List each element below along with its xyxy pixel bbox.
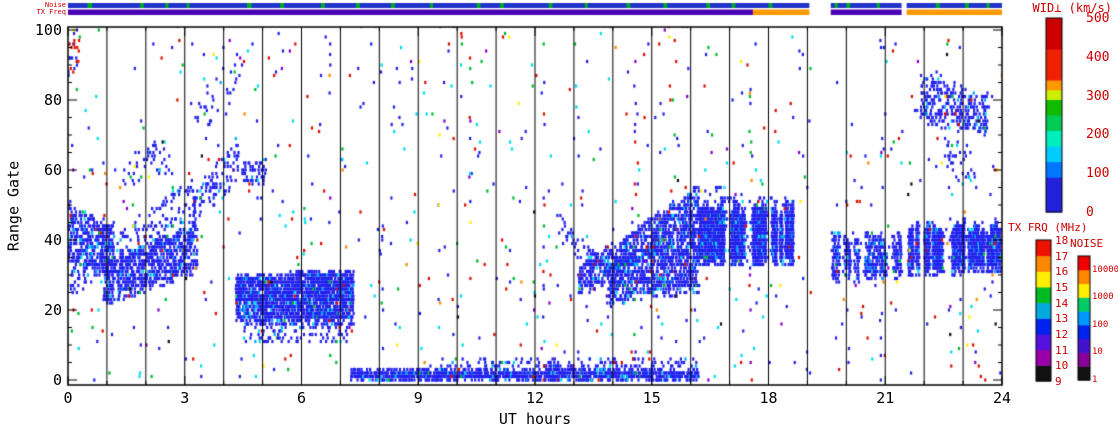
x-tick-label: 24: [992, 389, 1012, 407]
noise-tick-label: 1000: [1092, 292, 1114, 303]
wid-colorbar-title: WID⊥ (km/s): [1032, 1, 1112, 15]
y-tick-label: 0: [52, 371, 62, 389]
txfrq-tick-label: 12: [1055, 328, 1069, 341]
x-tick-label: 9: [413, 389, 423, 407]
noise-tick-label: 100: [1092, 319, 1109, 330]
noise-colorbar-title: NOISE: [1070, 237, 1104, 250]
noise-strip-label: Noise: [44, 1, 66, 9]
x-tick-label: 18: [759, 389, 778, 407]
noise-tick-label: 10: [1092, 347, 1103, 358]
wid-tick-label: 100: [1086, 166, 1110, 182]
wid-tick-label: 300: [1086, 88, 1110, 104]
txfrq-tick-label: 14: [1055, 296, 1069, 310]
x-tick-label: 12: [525, 389, 545, 407]
y-tick-label: 100: [34, 21, 62, 39]
y-tick-label: 20: [43, 301, 62, 319]
txfrq-tick-label: 16: [1055, 265, 1069, 279]
wid-tick-label: 200: [1086, 127, 1110, 143]
wid-tick-label: 0: [1086, 205, 1094, 220]
x-tick-label: 3: [180, 389, 190, 407]
x-tick-label: 15: [642, 389, 661, 407]
noise-tick-label: 10000: [1092, 264, 1118, 275]
wid-tick-label: 400: [1086, 49, 1110, 65]
wid-tick-label: 500: [1086, 11, 1110, 26]
txfrq-tick-label: 17: [1055, 249, 1069, 263]
x-tick-label: 21: [876, 389, 895, 407]
txfrq-colorbar-title: TX FRQ (MHz): [1008, 221, 1088, 234]
x-tick-label: 0: [63, 389, 73, 407]
noise-tick-label: 1: [1092, 375, 1098, 385]
txfrq-tick-label: 13: [1055, 312, 1069, 326]
y-tick-label: 80: [43, 91, 62, 109]
x-tick-label: 6: [296, 389, 307, 407]
y-tick-label: 40: [43, 231, 62, 249]
txfrq-tick-label: 9: [1055, 375, 1062, 388]
x-axis-title: UT hours: [498, 410, 572, 428]
txfrq-tick-label: 10: [1055, 359, 1069, 373]
y-tick-label: 60: [43, 161, 62, 179]
y-axis-title: Range Gate: [4, 160, 23, 252]
txfrq-tick-label: 11: [1055, 343, 1069, 357]
txfrq-tick-label: 15: [1055, 281, 1069, 294]
txfrq-tick-label: 18: [1055, 234, 1069, 247]
txfreq-strip-label: TX Freq: [36, 8, 66, 16]
